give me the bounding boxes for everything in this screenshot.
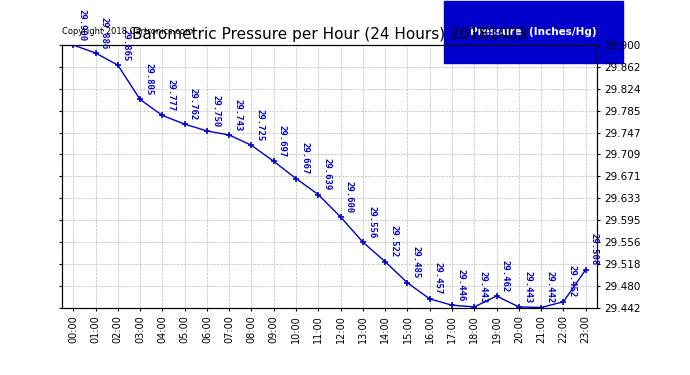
Text: 29.462: 29.462 xyxy=(501,260,510,292)
Text: 29.750: 29.750 xyxy=(211,94,220,127)
Text: 29.508: 29.508 xyxy=(590,233,599,266)
Text: 29.639: 29.639 xyxy=(322,158,331,190)
Text: 29.600: 29.600 xyxy=(345,180,354,213)
Text: 29.805: 29.805 xyxy=(144,63,153,95)
Text: 29.522: 29.522 xyxy=(389,225,398,258)
Text: Pressure  (Inches/Hg): Pressure (Inches/Hg) xyxy=(470,27,597,37)
Text: 29.777: 29.777 xyxy=(166,79,175,111)
Text: 29.667: 29.667 xyxy=(300,142,309,174)
Text: 29.697: 29.697 xyxy=(278,125,287,157)
Text: 29.743: 29.743 xyxy=(233,99,242,131)
Text: 29.443: 29.443 xyxy=(478,270,487,303)
Text: 29.886: 29.886 xyxy=(99,16,109,49)
Text: 29.442: 29.442 xyxy=(545,271,554,303)
Text: 29.457: 29.457 xyxy=(434,262,443,295)
Text: 29.725: 29.725 xyxy=(256,109,265,141)
Text: 29.556: 29.556 xyxy=(367,206,376,238)
Text: 29.443: 29.443 xyxy=(523,270,532,303)
Text: 29.452: 29.452 xyxy=(568,266,577,298)
Title: Barometric Pressure per Hour (24 Hours) 20181003: Barometric Pressure per Hour (24 Hours) … xyxy=(132,27,527,42)
Text: 29.762: 29.762 xyxy=(189,88,198,120)
Text: 29.900: 29.900 xyxy=(77,9,86,41)
Text: Copyright 2018 Cartronics.com: Copyright 2018 Cartronics.com xyxy=(62,27,193,36)
Text: 29.485: 29.485 xyxy=(412,246,421,279)
Text: 29.446: 29.446 xyxy=(456,269,465,301)
Text: 29.865: 29.865 xyxy=(122,28,131,61)
